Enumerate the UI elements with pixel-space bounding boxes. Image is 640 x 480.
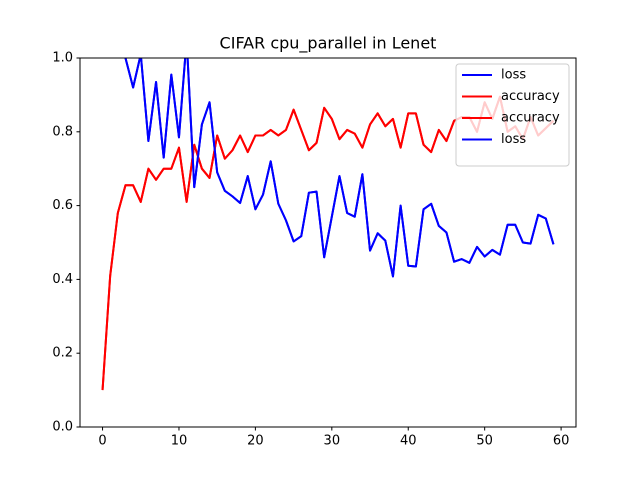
- chart-title: CIFAR cpu_parallel in Lenet: [220, 34, 437, 54]
- y-tick-label: 1.0: [52, 51, 73, 66]
- legend-label: loss: [501, 132, 526, 147]
- x-tick-label: 0: [98, 434, 106, 449]
- x-tick-label: 50: [476, 434, 493, 449]
- axes-frame: [79, 57, 577, 428]
- y-tick-label: 0.4: [52, 272, 73, 287]
- x-tick-label: 10: [171, 434, 188, 449]
- legend-label: loss: [501, 68, 526, 83]
- x-tick-label: 40: [400, 434, 417, 449]
- line-series: [124, 58, 555, 278]
- y-tick-label: 0.8: [52, 124, 73, 139]
- legend-label: accuracy: [501, 111, 560, 126]
- x-tick-label: 60: [553, 434, 570, 449]
- y-tick-label: 0.2: [52, 346, 73, 361]
- y-tick-label: 0.0: [52, 420, 73, 435]
- y-tick-label: 0.6: [52, 198, 73, 213]
- legend-label: accuracy: [501, 89, 560, 104]
- x-tick-label: 30: [324, 434, 341, 449]
- x-tick-label: 20: [247, 434, 264, 449]
